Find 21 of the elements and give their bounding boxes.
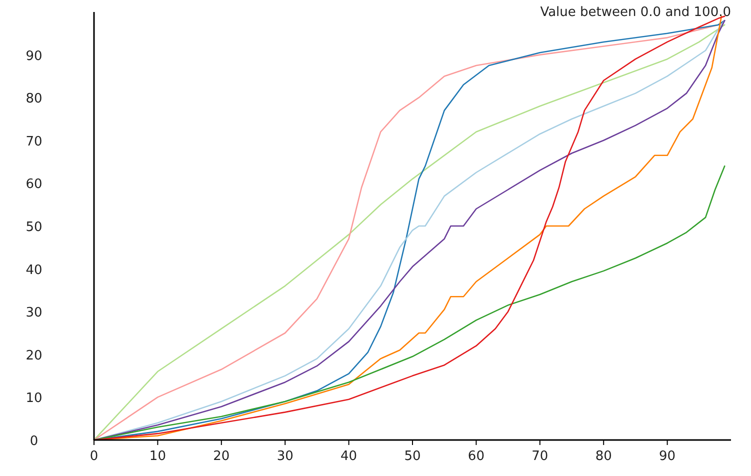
y-tick-label: 50 [26, 220, 42, 235]
y-tick-label: 30 [26, 306, 42, 321]
x-tick-label: 20 [213, 449, 230, 464]
x-tick-label: 50 [404, 449, 421, 464]
x-tick-label: 80 [595, 449, 612, 464]
x-tick-label: 70 [532, 449, 548, 464]
x-tick-label: 30 [276, 449, 294, 464]
y-tick-label: 90 [26, 48, 42, 64]
annotation: Value between 0.0 and 100.0 [540, 5, 731, 20]
y-tick-label: 40 [26, 262, 42, 278]
y-tick-label: 0 [30, 434, 38, 449]
y-tick-label: 20 [26, 348, 42, 364]
y-tick-label: 80 [26, 92, 42, 107]
y-tick-label: 10 [26, 391, 42, 406]
x-tick-label: 90 [659, 449, 676, 464]
y-tick-label: 70 [26, 134, 42, 150]
x-tick-label: 0 [90, 449, 98, 464]
x-tick-label: 10 [149, 449, 166, 464]
x-tick-label: 60 [468, 449, 484, 464]
x-tick-label: 40 [340, 449, 358, 464]
y-tick-label: 60 [26, 177, 42, 192]
